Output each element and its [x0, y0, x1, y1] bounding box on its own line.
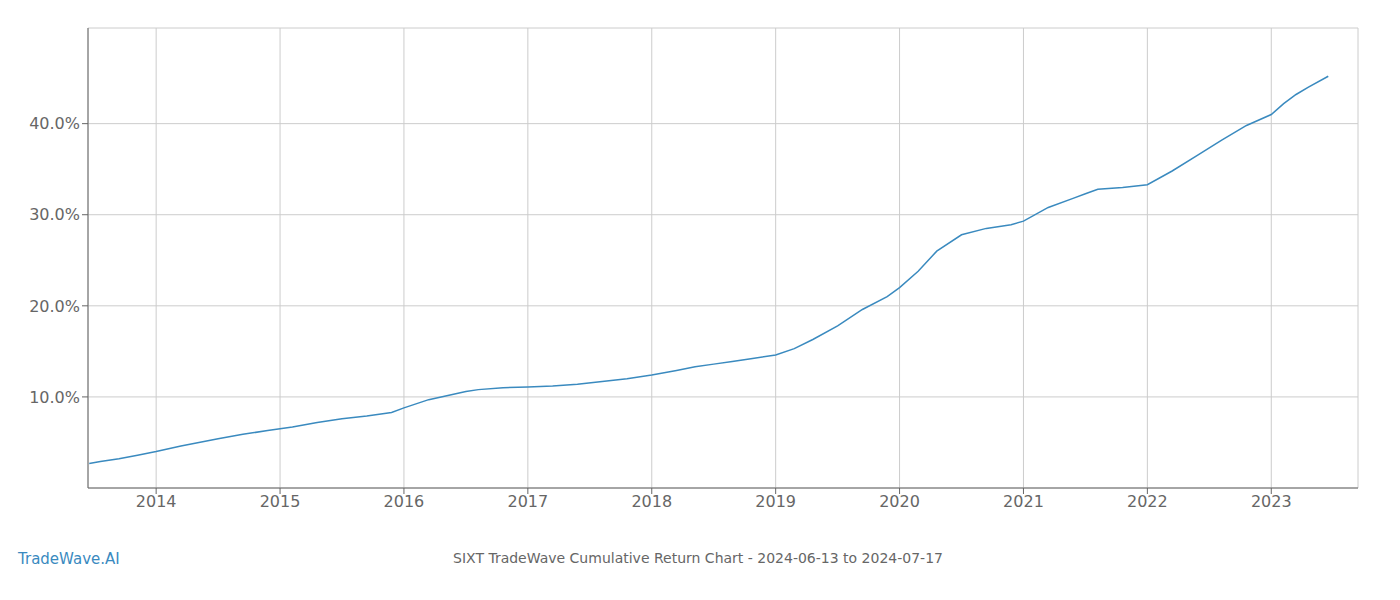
svg-text:2014: 2014: [136, 492, 177, 511]
html-text:TradeWave.AI: TradeWave.AI: [18, 550, 120, 568]
svg-text:10.0%: 10.0%: [29, 388, 80, 407]
svg-text:2017: 2017: [507, 492, 548, 511]
svg-text:2020: 2020: [879, 492, 920, 511]
html-text:SIXT TradeWave Cumulative Retu: SIXT TradeWave Cumulative Return Chart -…: [453, 550, 943, 566]
svg-text:2023: 2023: [1251, 492, 1292, 511]
svg-text:20.0%: 20.0%: [29, 297, 80, 316]
svg-text:2018: 2018: [631, 492, 672, 511]
svg-text:40.0%: 40.0%: [29, 114, 80, 133]
svg-text:2016: 2016: [384, 492, 425, 511]
svg-text:30.0%: 30.0%: [29, 205, 80, 224]
svg-text:2015: 2015: [260, 492, 301, 511]
svg-text:2019: 2019: [755, 492, 796, 511]
svg-text:2021: 2021: [1003, 492, 1044, 511]
svg-text:2022: 2022: [1127, 492, 1168, 511]
